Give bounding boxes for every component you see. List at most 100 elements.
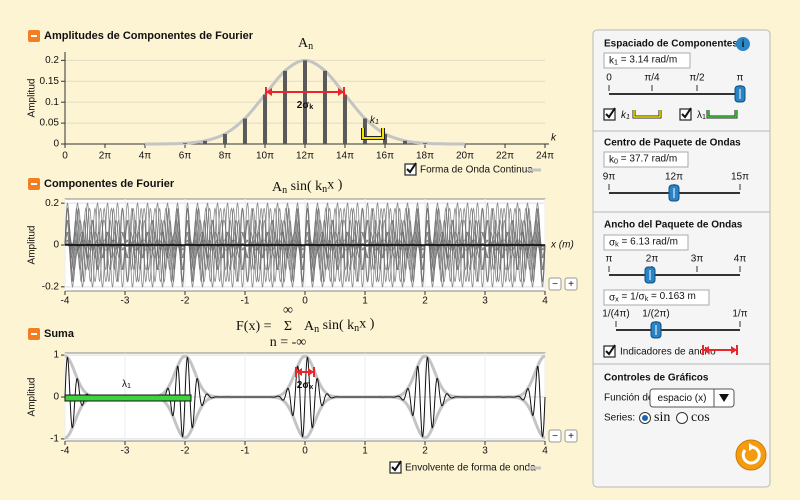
checkbox-label: k1	[621, 110, 630, 121]
readout: σx = 1/σk = 0.163 m	[609, 290, 696, 303]
x-tick-label: 2	[422, 296, 428, 307]
continuous-waveform	[145, 58, 465, 146]
amplitude-bar	[283, 70, 288, 144]
subscript: x	[615, 295, 619, 304]
zoom-button[interactable]	[564, 429, 578, 443]
info-button[interactable]	[736, 37, 750, 51]
text-part: x )	[327, 178, 343, 193]
x-tick-label: 3	[482, 296, 488, 307]
x-tick-label: 1	[362, 446, 368, 457]
collapse-icon	[31, 183, 37, 185]
amplitude-bar	[423, 143, 427, 144]
legend-label: Envolvente de forma de onda	[405, 463, 536, 474]
text-part: = 0.163 m	[648, 290, 696, 301]
x-tick-label: 4	[542, 446, 548, 457]
check-mark	[605, 107, 616, 119]
x-tick-label: 6π	[179, 151, 192, 162]
x-tick-label: 0	[302, 446, 308, 457]
zoom-label: −	[552, 431, 558, 442]
zoom-button[interactable]	[564, 277, 578, 291]
text-part: λ	[697, 110, 702, 121]
readout-box	[603, 151, 689, 168]
subscript: 1	[375, 117, 379, 126]
text-part: A	[298, 36, 309, 51]
radio-label: cos	[691, 410, 710, 425]
x-tick-label: 20π	[456, 151, 474, 162]
subscript: n	[354, 323, 359, 334]
panel-title: Suma	[44, 328, 75, 340]
subscript: n	[322, 184, 327, 195]
x-tick-label: 8π	[219, 151, 232, 162]
reset-button[interactable]	[735, 439, 767, 471]
amplitude-bar	[202, 140, 207, 144]
width-label: 2σx	[297, 380, 313, 391]
section-title: Controles de Gráficos	[604, 373, 709, 384]
x-tick-label: 2	[422, 446, 428, 457]
formula: F(x) =	[236, 319, 272, 334]
formula: An sin( knx )	[272, 178, 343, 196]
slider-tick-label: π	[606, 254, 613, 265]
y-tick-label: -1	[50, 434, 59, 445]
zoom-label: +	[568, 279, 574, 290]
y-tick-label: 0	[53, 139, 59, 150]
dropdown-arrow	[719, 394, 729, 402]
amplitude-bar	[403, 140, 408, 144]
subscript: k	[309, 102, 313, 111]
subscript: k	[615, 240, 619, 249]
text-part: A	[304, 319, 315, 334]
y-tick-label: 0.1	[45, 97, 59, 108]
amplitude-bar	[303, 60, 307, 145]
check-mark	[391, 460, 402, 472]
x-tick-label: -2	[181, 446, 190, 457]
text-part: sin(	[319, 318, 347, 333]
amplitude-bar	[183, 143, 187, 144]
slider-tick-label: 9π	[603, 172, 616, 183]
y-axis-label: Amplitud	[27, 79, 38, 118]
x-tick-label: 3	[482, 446, 488, 457]
slider-tick-label: 3π	[691, 254, 704, 265]
zoom-button[interactable]	[548, 429, 562, 443]
y-tick-label: 0	[53, 392, 59, 403]
x-tick-label: 1	[362, 296, 368, 307]
radio-button[interactable]	[676, 412, 688, 424]
x-tick-label: 12π	[296, 151, 314, 162]
text-part: 2σ	[297, 100, 310, 111]
k1-label: k1	[370, 115, 379, 126]
k1-icon-fill	[633, 110, 661, 118]
section-title: Centro de Paquete de Ondas	[604, 138, 741, 149]
slider-tick-label: 4π	[734, 254, 747, 265]
x-tick-label: 0	[302, 296, 308, 307]
y-tick-label: 0.05	[40, 118, 60, 129]
zoom-label: +	[568, 431, 574, 442]
y-tick-label: 0.15	[40, 76, 60, 87]
radio-label: sin	[654, 410, 670, 425]
slider-tick-label: π	[737, 73, 744, 84]
text-part: sin(	[287, 179, 315, 194]
sigma-bottom: n = -∞	[270, 335, 307, 350]
text-part: = 6.13 rad/m	[619, 236, 678, 247]
slider-tick-label: π/4	[644, 73, 660, 84]
legend-label: Forma de Onda Continua	[420, 165, 533, 176]
text-part: = 37.7 rad/m	[618, 153, 677, 164]
text-part: 2σ	[297, 380, 310, 391]
subscript: 1	[127, 381, 131, 390]
x-tick-label: 14π	[336, 151, 354, 162]
checkbox-label: Indicadores de ancho	[620, 347, 716, 358]
readout: k0 = 37.7 rad/m	[609, 153, 677, 165]
dropdown[interactable]	[649, 388, 735, 408]
x-tick-label: -3	[121, 296, 130, 307]
reset-icon-head	[749, 443, 755, 451]
control-panel	[592, 29, 771, 488]
readout-box	[603, 289, 710, 306]
formula: An sin( knx )	[304, 317, 375, 335]
subscript: n	[282, 185, 287, 196]
x-tick-label: 10π	[256, 151, 274, 162]
checkbox-label: λ1	[697, 110, 706, 121]
y-tick-label: 0.2	[45, 198, 59, 209]
amplitude-bar	[222, 133, 227, 144]
section-title: Espaciado de Componentes	[604, 39, 738, 50]
radio-dot	[642, 415, 648, 421]
slider-tick-label: 1/(2π)	[642, 309, 669, 320]
zoom-button[interactable]	[548, 277, 562, 291]
